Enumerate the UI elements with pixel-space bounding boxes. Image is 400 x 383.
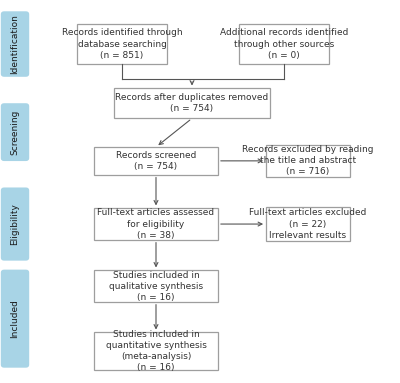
Text: Screening: Screening	[10, 110, 20, 155]
FancyBboxPatch shape	[266, 207, 350, 241]
FancyBboxPatch shape	[94, 270, 218, 302]
FancyBboxPatch shape	[266, 145, 350, 177]
Text: Records excluded by reading
the title and abstract
(n = 716): Records excluded by reading the title an…	[242, 145, 374, 177]
Text: Full-text articles excluded
(n = 22)
Irrelevant results: Full-text articles excluded (n = 22) Irr…	[249, 208, 367, 240]
Text: Full-text articles assessed
for eligibility
(n = 38): Full-text articles assessed for eligibil…	[98, 208, 214, 240]
Text: Records screened
(n = 754): Records screened (n = 754)	[116, 151, 196, 171]
Text: Identification: Identification	[10, 14, 20, 74]
FancyBboxPatch shape	[1, 188, 29, 260]
FancyBboxPatch shape	[94, 208, 218, 240]
Text: Eligibility: Eligibility	[10, 203, 20, 245]
FancyBboxPatch shape	[239, 24, 329, 64]
FancyBboxPatch shape	[1, 103, 29, 161]
Text: Records identified through
database searching
(n = 851): Records identified through database sear…	[62, 28, 182, 60]
FancyBboxPatch shape	[94, 147, 218, 175]
FancyBboxPatch shape	[1, 270, 29, 368]
FancyBboxPatch shape	[77, 24, 167, 64]
Text: Additional records identified
through other sources
(n = 0): Additional records identified through ot…	[220, 28, 348, 60]
FancyBboxPatch shape	[94, 332, 218, 370]
FancyBboxPatch shape	[1, 11, 29, 77]
FancyBboxPatch shape	[114, 88, 270, 118]
Text: Records after duplicates removed
(n = 754): Records after duplicates removed (n = 75…	[115, 93, 269, 113]
Text: Studies included in
quantitative synthesis
(meta-analysis)
(n = 16): Studies included in quantitative synthes…	[106, 330, 206, 372]
Text: Studies included in
qualitative synthesis
(n = 16): Studies included in qualitative synthesi…	[109, 270, 203, 302]
Text: Included: Included	[10, 299, 20, 338]
